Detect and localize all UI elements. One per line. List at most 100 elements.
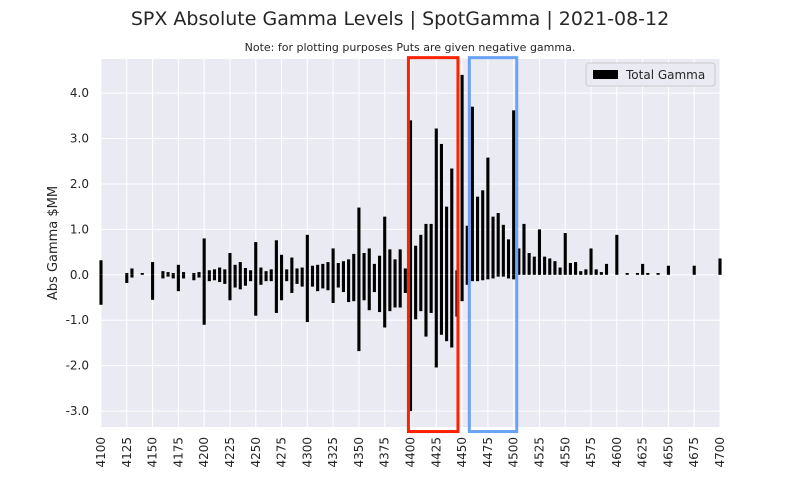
bar-negative bbox=[326, 274, 330, 291]
bar-positive bbox=[347, 259, 351, 275]
chart-title: SPX Absolute Gamma Levels | SpotGamma | … bbox=[131, 8, 669, 30]
bar-positive bbox=[181, 272, 186, 275]
bar-positive bbox=[336, 262, 340, 275]
x-tick-label: 4700 bbox=[713, 437, 727, 468]
bar-negative bbox=[486, 274, 490, 280]
bar-positive bbox=[439, 143, 443, 275]
bar-positive bbox=[249, 270, 253, 275]
bar-negative bbox=[285, 274, 289, 282]
bar-negative bbox=[362, 274, 366, 301]
x-tick-label: 4150 bbox=[146, 437, 160, 468]
bar-positive bbox=[558, 267, 562, 275]
bar-negative bbox=[481, 274, 485, 281]
bar-positive bbox=[646, 272, 650, 275]
bar-positive bbox=[383, 216, 387, 275]
bar-negative bbox=[130, 274, 134, 278]
bar-negative bbox=[450, 274, 454, 348]
bar-negative bbox=[161, 274, 165, 279]
bar-negative bbox=[290, 274, 294, 293]
bar-positive bbox=[692, 265, 696, 275]
bar-positive bbox=[331, 248, 335, 275]
y-tick-labels: 4.0 3.0 2.0 1.0 0.0 -1.0 -2.0 -3.0 bbox=[66, 86, 89, 418]
bar-positive bbox=[161, 271, 165, 275]
bar-negative bbox=[393, 274, 397, 308]
bar-negative bbox=[249, 274, 253, 282]
bar-negative bbox=[439, 274, 443, 335]
bar-negative bbox=[181, 274, 186, 279]
bar-positive bbox=[568, 262, 572, 275]
bar-negative bbox=[383, 274, 387, 328]
x-tick-label: 4625 bbox=[636, 437, 650, 468]
bar-positive bbox=[326, 262, 330, 275]
bar-positive bbox=[207, 270, 211, 275]
bar-negative bbox=[491, 274, 495, 279]
bar-positive bbox=[434, 128, 438, 275]
bar-negative bbox=[434, 274, 438, 368]
bar-positive bbox=[579, 271, 583, 275]
bar-positive bbox=[594, 269, 598, 275]
bar-negative bbox=[207, 274, 211, 282]
bar-positive bbox=[367, 248, 371, 275]
bar-negative bbox=[218, 274, 222, 283]
bar-positive bbox=[125, 272, 129, 275]
bar-negative bbox=[238, 274, 242, 290]
bar-positive bbox=[238, 262, 242, 275]
bar-negative bbox=[372, 274, 376, 293]
bar-negative bbox=[300, 274, 304, 287]
bar-positive bbox=[517, 248, 521, 275]
bar-positive bbox=[584, 269, 588, 275]
bar-negative bbox=[202, 274, 206, 325]
bar-positive bbox=[548, 258, 552, 275]
bar-positive bbox=[615, 234, 619, 275]
bar-positive bbox=[378, 255, 382, 275]
x-tick-label: 4525 bbox=[532, 437, 546, 468]
bar-negative bbox=[321, 274, 325, 289]
y-tick-label: -2.0 bbox=[66, 359, 89, 373]
bar-positive bbox=[99, 260, 103, 275]
bar-positive bbox=[316, 264, 320, 275]
bar-positive bbox=[295, 268, 299, 275]
bar-negative bbox=[414, 274, 418, 320]
bar-negative bbox=[279, 274, 284, 301]
bar-negative bbox=[460, 274, 464, 302]
bar-positive bbox=[259, 267, 263, 275]
bar-positive bbox=[512, 110, 516, 275]
bar-positive bbox=[553, 261, 557, 275]
x-tick-label: 4675 bbox=[687, 437, 701, 468]
bar-positive bbox=[285, 269, 289, 275]
bar-negative bbox=[197, 274, 201, 278]
x-tick-label: 4100 bbox=[94, 437, 108, 468]
bar-negative bbox=[398, 274, 402, 308]
y-tick-label: 1.0 bbox=[70, 222, 89, 236]
legend-swatch bbox=[593, 70, 618, 79]
bar-negative bbox=[254, 274, 258, 316]
bar-positive bbox=[656, 272, 660, 275]
bar-positive bbox=[419, 234, 423, 275]
bar-negative bbox=[429, 274, 433, 313]
bar-positive bbox=[398, 249, 402, 275]
x-tick-labels: 4100 4125 4150 4175 4200 4225 4250 4275 4300 4325… bbox=[94, 437, 727, 468]
bar-positive bbox=[393, 259, 397, 275]
bar-negative bbox=[171, 274, 175, 279]
bar-negative bbox=[341, 274, 345, 293]
bar-positive bbox=[388, 249, 392, 275]
bar-negative bbox=[295, 274, 299, 284]
bar-positive bbox=[641, 263, 645, 275]
x-tick-label: 4300 bbox=[300, 437, 314, 468]
bar-negative bbox=[331, 274, 335, 303]
bar-positive bbox=[202, 238, 206, 275]
bar-positive bbox=[522, 223, 526, 275]
x-tick-label: 4575 bbox=[584, 437, 598, 468]
bar-positive bbox=[625, 272, 629, 275]
bar-negative bbox=[264, 274, 268, 282]
bar-negative bbox=[506, 274, 511, 279]
bar-positive bbox=[264, 271, 268, 275]
bar-positive bbox=[254, 242, 258, 275]
bar-negative bbox=[305, 274, 309, 323]
bar-negative bbox=[357, 274, 361, 352]
bar-negative bbox=[212, 274, 217, 281]
bar-negative bbox=[274, 274, 278, 313]
bar-positive bbox=[424, 223, 428, 275]
bar-positive bbox=[130, 268, 134, 275]
